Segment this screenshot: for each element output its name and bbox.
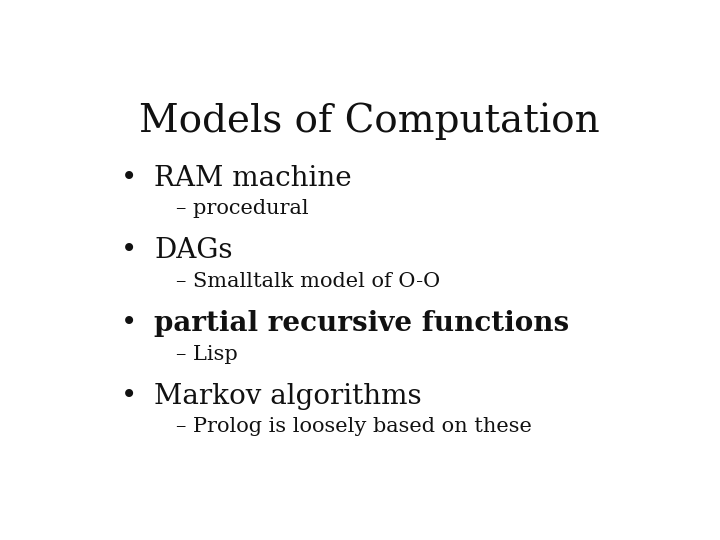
Text: Models of Computation: Models of Computation	[139, 102, 599, 140]
Text: partial recursive functions: partial recursive functions	[154, 310, 570, 337]
Text: – Prolog is loosely based on these: – Prolog is loosely based on these	[176, 417, 532, 436]
Text: – Smalltalk model of O-O: – Smalltalk model of O-O	[176, 272, 441, 291]
Text: •: •	[121, 165, 138, 192]
Text: – Lisp: – Lisp	[176, 345, 238, 363]
Text: Markov algorithms: Markov algorithms	[154, 383, 422, 410]
Text: •: •	[121, 310, 138, 337]
Text: RAM machine: RAM machine	[154, 165, 352, 192]
Text: •: •	[121, 238, 138, 265]
Text: DAGs: DAGs	[154, 238, 233, 265]
Text: •: •	[121, 383, 138, 410]
Text: – procedural: – procedural	[176, 199, 309, 218]
